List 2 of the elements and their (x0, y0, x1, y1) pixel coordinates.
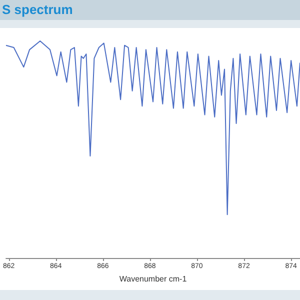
chart-title: S spectrum (2, 2, 73, 17)
x-axis-title: Wavenumber cm-1 (119, 274, 188, 284)
